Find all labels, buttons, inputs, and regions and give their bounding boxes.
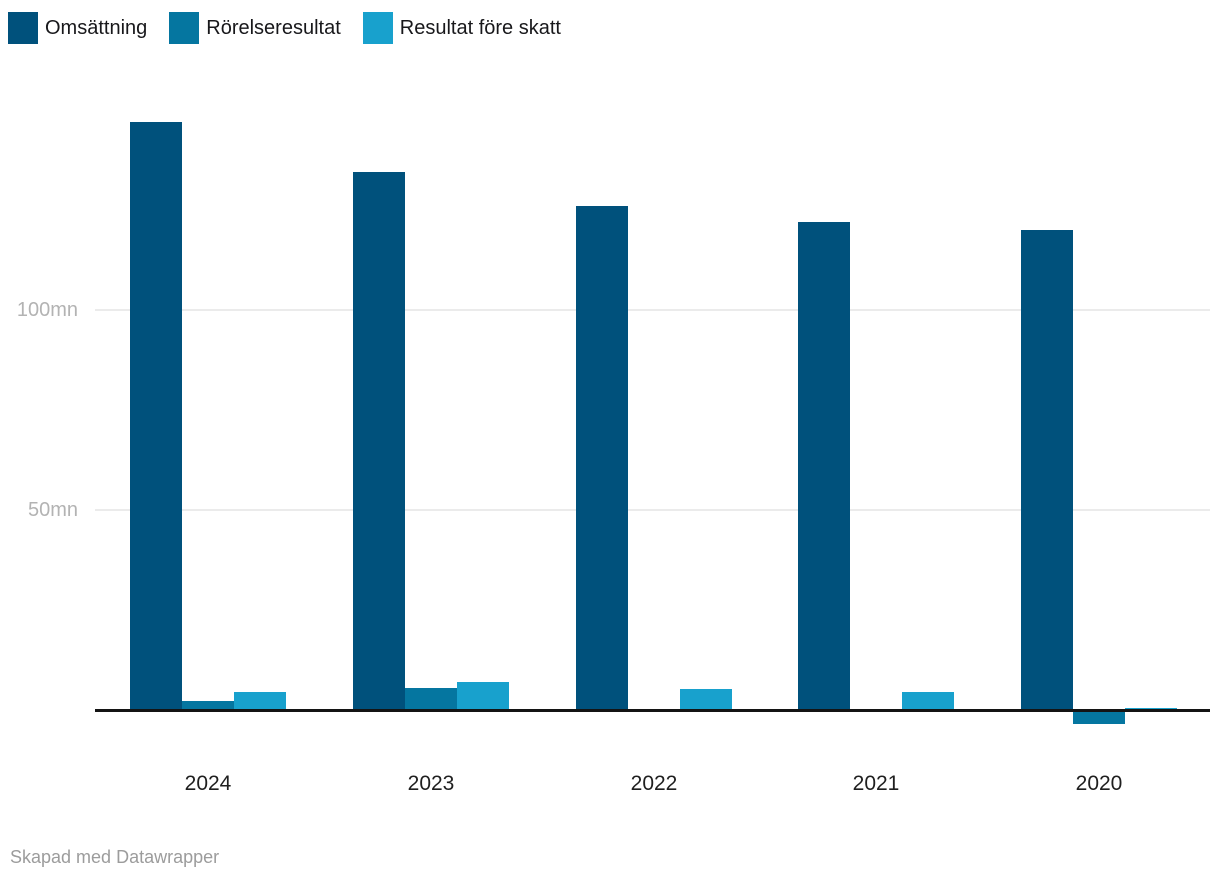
bar-2020-omsattning xyxy=(1021,230,1073,710)
bar-2021-omsattning xyxy=(798,222,850,710)
legend-label: Rörelseresultat xyxy=(206,17,341,39)
y-axis-tick-label: 100mn xyxy=(16,299,78,321)
bar-2020-rorelseresultat xyxy=(1073,712,1125,724)
bar-2023-resultat-fore-skatt xyxy=(457,682,509,710)
legend-label: Omsättning xyxy=(45,17,148,39)
y-axis-tick-label: 50mn xyxy=(27,499,78,521)
bar-2023-rorelseresultat xyxy=(405,688,457,710)
gridline-100mn xyxy=(95,309,1210,311)
bar-2022-omsattning xyxy=(576,206,628,710)
x-axis-tick-label-2024: 2024 xyxy=(184,772,232,795)
x-axis-tick-label-2022: 2022 xyxy=(630,772,678,795)
bar-2021-resultat-fore-skatt xyxy=(902,692,954,710)
legend-label: Resultat före skatt xyxy=(399,17,561,39)
legend-swatch-icon xyxy=(8,12,38,44)
x-axis-tick-label-2021: 2021 xyxy=(852,772,900,795)
datawrapper-credit: Skapad med Datawrapper xyxy=(10,847,220,867)
gridline-50mn xyxy=(95,509,1210,511)
bar-2022-resultat-fore-skatt xyxy=(680,689,732,710)
legend: Omsättning Rörelseresultat Resultat före s… xyxy=(8,12,561,44)
bar-2024-rorelseresultat xyxy=(182,701,234,710)
bar-2024-omsattning xyxy=(130,122,182,710)
x-axis-line xyxy=(95,709,1210,712)
legend-item-omsattning: Omsättning xyxy=(8,12,147,44)
bar-2023-omsattning xyxy=(353,172,405,710)
legend-swatch-icon xyxy=(362,12,393,44)
x-axis-tick-label-2023: 2023 xyxy=(407,772,455,795)
x-axis-tick-label-2020: 2020 xyxy=(1075,772,1123,795)
legend-item-rorelseresultat: Rörelseresultat xyxy=(169,12,341,44)
legend-item-resultat-fore-skatt: Resultat före skatt xyxy=(362,12,561,44)
bar-2024-resultat-fore-skatt xyxy=(234,692,286,710)
legend-swatch-icon xyxy=(169,12,200,44)
